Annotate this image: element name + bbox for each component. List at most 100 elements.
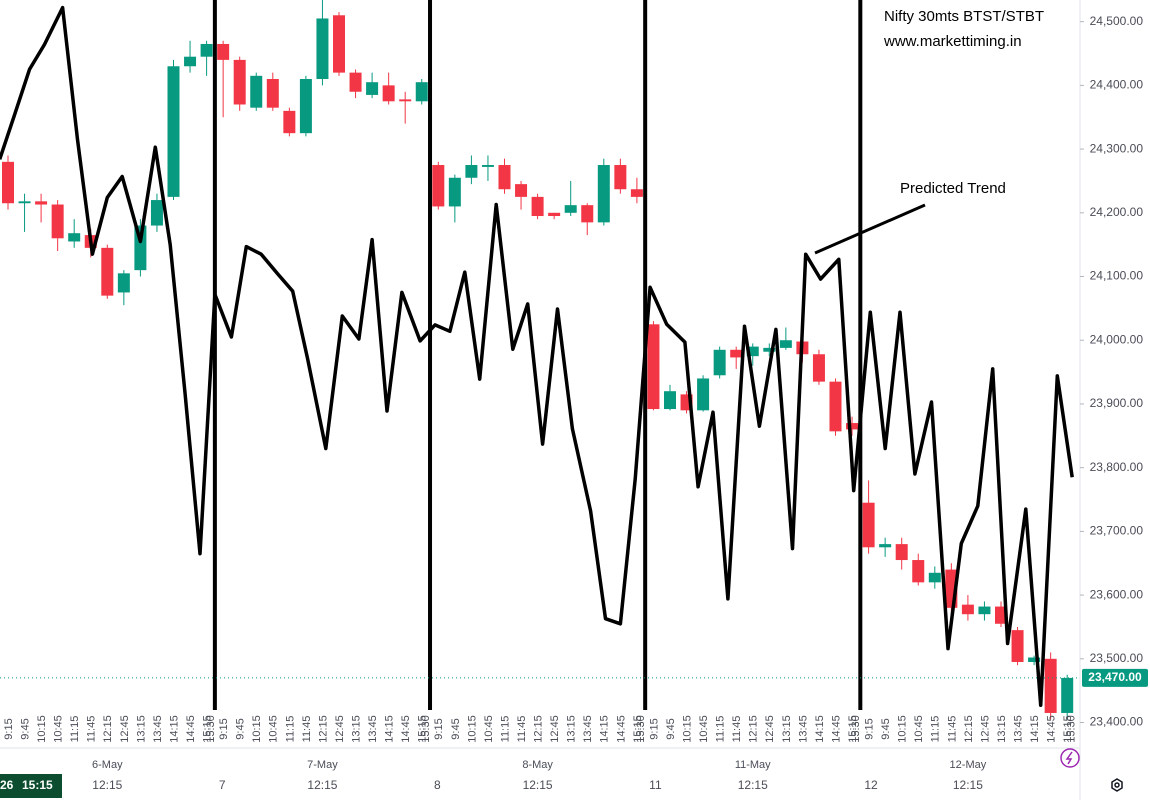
day-start-label: 8: [434, 778, 441, 792]
time-label: 14:45: [830, 715, 842, 743]
time-label: 15:30: [850, 715, 862, 743]
candle-body: [415, 82, 428, 102]
candle-body: [846, 423, 859, 430]
time-label: 13:15: [996, 715, 1008, 743]
chart-subtitle: www.markettiming.in: [883, 33, 1022, 50]
y-tick-label: 24,200.00: [1090, 205, 1144, 219]
time-label: 9:45: [665, 718, 677, 739]
candle-body: [713, 349, 726, 376]
candle-body: [366, 82, 379, 95]
time-label: 10:45: [698, 715, 710, 743]
candle-body: [299, 79, 312, 134]
bottom-time-label: 12:15: [738, 778, 768, 792]
last-price-label: 23,470.00: [1088, 670, 1142, 684]
cursor-date: 26: [0, 778, 14, 792]
candle-body: [448, 177, 461, 207]
time-label: 9:15: [648, 718, 660, 739]
candle-body: [432, 165, 445, 207]
last-price-box: [1082, 668, 1148, 687]
candle-body: [1044, 658, 1057, 713]
time-label: 14:45: [400, 715, 412, 743]
candle-body: [200, 43, 213, 57]
candle-body: [316, 18, 329, 80]
candle-body: [18, 201, 31, 204]
time-label: 9:15: [864, 718, 876, 739]
date-label: 12-May: [950, 759, 987, 771]
time-label: 11:45: [946, 716, 958, 743]
candle-body: [647, 324, 660, 410]
annotation-arrow: [814, 203, 926, 255]
y-tick-label: 24,100.00: [1090, 269, 1144, 283]
y-tick-label: 24,300.00: [1090, 141, 1144, 155]
candle-body: [150, 200, 163, 226]
candle-body: [912, 560, 925, 583]
time-label: 13:45: [152, 715, 164, 743]
time-label: 11:15: [715, 716, 727, 743]
date-label: 11-May: [735, 759, 771, 771]
candle-body: [862, 502, 875, 548]
y-tick-label: 23,500.00: [1090, 651, 1144, 665]
time-label: 13:15: [351, 715, 363, 743]
candle-body: [548, 212, 561, 216]
y-tick-label: 23,700.00: [1090, 524, 1144, 538]
time-label: 10:15: [682, 715, 694, 743]
candle-body: [746, 346, 759, 357]
time-label: 11:15: [930, 716, 942, 743]
time-label: 15:30: [635, 715, 647, 743]
lightning-icon[interactable]: [1060, 748, 1080, 768]
candle-body: [399, 99, 412, 102]
time-label: 14:45: [1046, 715, 1058, 743]
time-label: 12:15: [317, 715, 329, 743]
time-label: 9:45: [880, 718, 892, 739]
time-label: 12:45: [764, 715, 776, 743]
candle-body: [630, 189, 643, 197]
candle-body: [730, 349, 743, 358]
time-label: 15:15: [202, 715, 214, 743]
time-label: 12:45: [334, 715, 346, 743]
time-label: 9:45: [20, 718, 32, 739]
y-tick-label: 23,400.00: [1090, 715, 1144, 729]
time-label: 15:15: [1062, 715, 1074, 743]
time-label: 12:15: [533, 715, 545, 743]
time-label: 10:15: [897, 715, 909, 743]
y-tick-label: 23,800.00: [1090, 460, 1144, 474]
candle-body: [515, 184, 528, 197]
day-start-label: 12: [864, 778, 878, 792]
time-label: 13:45: [1013, 715, 1025, 743]
candle-body: [167, 66, 180, 197]
time-label: 15:15: [417, 715, 429, 743]
candle-body: [812, 354, 825, 382]
candle-body: [465, 165, 478, 178]
bottom-time-label: 12:15: [523, 778, 553, 792]
time-label: 10:45: [483, 715, 495, 743]
time-label: 11:45: [516, 716, 528, 743]
y-tick-label: 24,000.00: [1090, 332, 1144, 346]
candle-body: [829, 381, 842, 432]
candle-body: [217, 43, 230, 60]
cursor-time: 15:15: [22, 778, 53, 792]
date-label: 6-May: [92, 759, 123, 771]
settings-icon[interactable]: [1111, 778, 1123, 792]
date-label: 7-May: [307, 759, 338, 771]
time-label: 10:15: [466, 715, 478, 743]
time-label: 10:15: [251, 715, 263, 743]
time-label: 12:45: [119, 715, 131, 743]
candle-body: [117, 273, 130, 293]
time-label: 14:15: [814, 715, 826, 743]
candle-body: [233, 59, 246, 105]
candle-body: [564, 205, 577, 213]
candle-body: [283, 110, 296, 134]
time-label: 12:15: [102, 715, 114, 743]
candle-body: [382, 85, 395, 102]
time-label: 10:45: [53, 715, 65, 743]
candle-body: [664, 391, 676, 410]
time-label: 9:45: [235, 718, 247, 739]
time-label: 12:45: [979, 715, 991, 743]
time-label: 13:45: [367, 715, 379, 743]
time-label: 9:15: [218, 718, 230, 739]
time-label: 15:15: [847, 715, 859, 743]
chart-title: Nifty 30mts BTST/STBT: [884, 8, 1044, 25]
date-label: 8-May: [522, 759, 553, 771]
day-start-label: 11: [649, 778, 662, 792]
